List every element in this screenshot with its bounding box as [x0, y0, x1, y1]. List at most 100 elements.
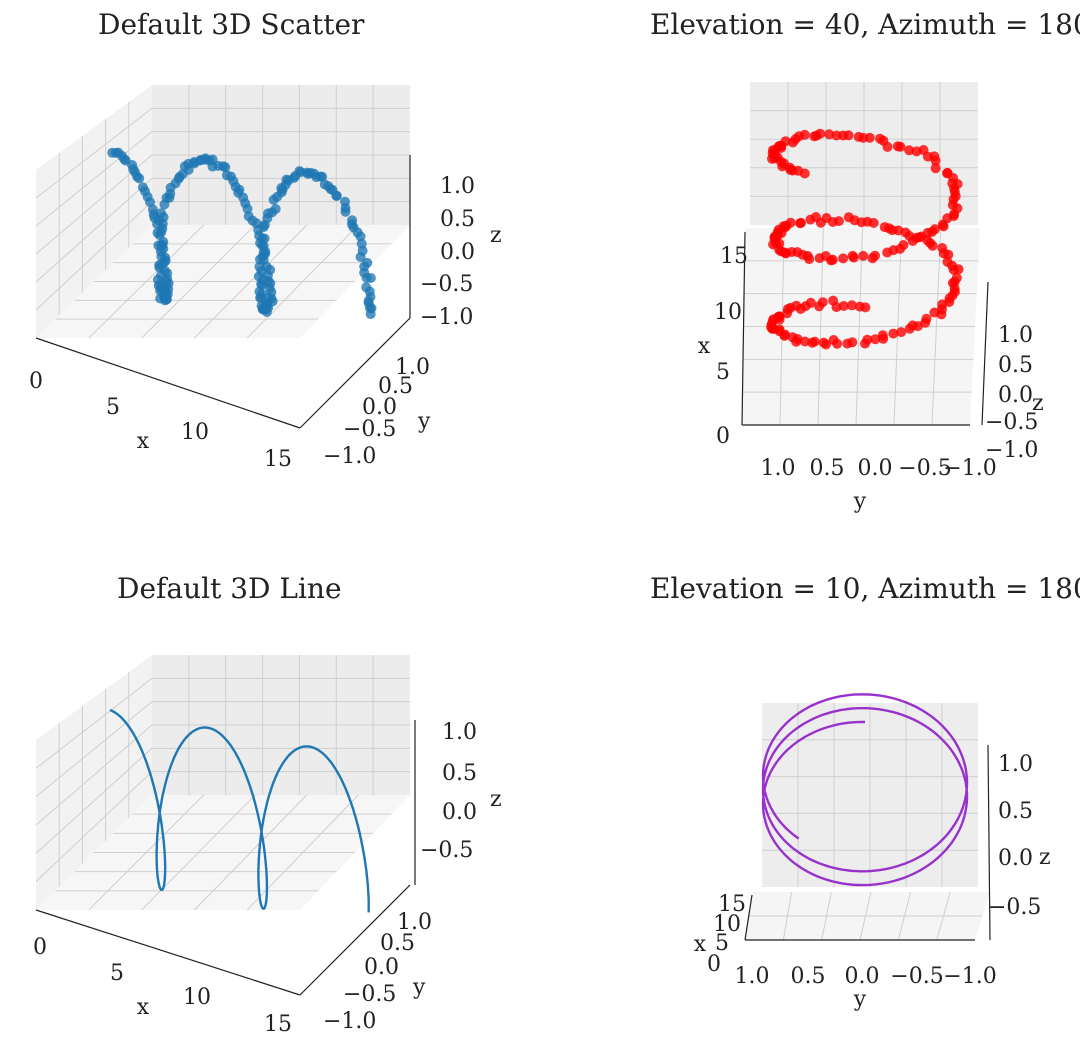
line-default-xtick: 15 [264, 1012, 292, 1037]
scatter-rotated-x-axis [741, 231, 746, 426]
line-default-wall-back [152, 655, 410, 795]
scatter-rotated-point [846, 300, 857, 311]
scatter-rotated-point [805, 214, 816, 225]
scatter-rotated-point [862, 334, 873, 345]
line-default-ylabel: y [412, 975, 426, 1000]
scatter-rotated-ytick: −0.5 [898, 456, 951, 481]
scatter-default-wall-left-gridline [35, 131, 153, 227]
scatter-default-point [207, 154, 218, 165]
line-default-wall-left-gridline [35, 724, 153, 826]
scatter-rotated-wall-back [750, 82, 978, 225]
scatter-default-wall-left-gridline [35, 201, 153, 311]
scatter-default-title: Default 3D Scatter [98, 8, 365, 41]
scatter-rotated-point [921, 313, 932, 324]
scatter-rotated-point [827, 254, 838, 265]
line-rotated-xlabel: x [694, 932, 707, 957]
scatter-rotated-ytick: 0.0 [858, 456, 893, 481]
scatter-default-wall-left-gridline [35, 177, 153, 283]
line-default-ztick: 0.5 [442, 761, 477, 786]
line-default-title: Default 3D Line [117, 572, 342, 605]
scatter-default-ztick: 0.0 [440, 240, 475, 265]
scatter-rotated-xtick: 15 [720, 244, 748, 269]
scatter-rotated-point [843, 212, 854, 223]
scatter-rotated-point [896, 327, 907, 338]
scatter-rotated-zlabel: z [1032, 391, 1044, 416]
scatter-rotated-point [904, 145, 915, 156]
scatter-rotated-point [875, 133, 885, 144]
line-default-ytick: 0.0 [364, 955, 399, 980]
line-rotated-ztick: 0.5 [998, 799, 1033, 824]
line-rotated-ytick: −0.5 [890, 964, 943, 989]
scatter-default-ylabel: y [417, 409, 431, 434]
scatter-rotated-xtick: 0 [716, 424, 730, 449]
scatter-default-point [258, 241, 269, 251]
scatter-rotated-z-axis [981, 281, 989, 426]
scatter-default-ytick: −0.5 [343, 417, 396, 442]
scatter-rotated-point [942, 256, 953, 267]
scatter-default-point [355, 252, 366, 262]
line-rotated-ytick: 0.5 [791, 964, 826, 989]
scatter-default-floor-gridline [88, 224, 204, 339]
scatter-rotated-point [847, 337, 858, 348]
scatter-rotated-ytick: −1.0 [943, 456, 996, 481]
scatter-default-ytick: 1.0 [395, 355, 430, 380]
scatter-default-zlabel: z [490, 223, 502, 248]
line-rotated-x-axis [744, 894, 753, 941]
scatter-rotated-ztick: 1.0 [998, 323, 1033, 348]
scatter-default-point [220, 162, 231, 173]
scatter-default-point [156, 270, 166, 281]
scatter-default-xtick: 0 [29, 369, 43, 394]
scatter-rotated-point [795, 218, 806, 229]
scatter-rotated-floor [742, 227, 980, 426]
line-default-wall-left-gridline [35, 677, 153, 769]
line-default-wall-left-gridline [35, 771, 153, 883]
scatter-default-ztick: 0.5 [440, 207, 475, 232]
scatter-default-point [156, 259, 167, 270]
scatter-default-point [340, 206, 351, 217]
scatter-rotated-point [821, 339, 831, 350]
scatter-default-wall-left-gridline [35, 107, 153, 199]
scatter-default-floor-gridline [141, 224, 256, 339]
scatter-rotated-point [888, 328, 899, 339]
scatter-default-wall-left [35, 85, 153, 338]
scatter-default-point [156, 240, 167, 251]
scatter-rotated-point [824, 129, 835, 140]
scatter-default-x-axis [35, 337, 301, 429]
scatter-rotated-xlabel: x [698, 334, 711, 359]
line-default-floor [36, 794, 410, 911]
scatter-rotated-point [877, 330, 888, 341]
scatter-rotated-points [766, 128, 964, 350]
scatter-rotated-point [930, 163, 941, 174]
line-default-x-axis [35, 909, 301, 996]
scatter-rotated-ztick: 0.0 [998, 383, 1033, 408]
line-rotated-title: Elevation = 10, Azimuth = 180 [650, 572, 1080, 605]
line-rotated-ztick: 0.0 [998, 846, 1033, 871]
line-default-ytick: 0.5 [380, 931, 415, 956]
scatter-rotated-point [870, 334, 881, 345]
scatter-rotated-ytick: 0.5 [810, 456, 845, 481]
line-rotated-ytick: 1.0 [735, 964, 770, 989]
scatter-rotated-ztick: −1.0 [985, 438, 1038, 463]
line-rotated-xtick: 5 [715, 931, 729, 956]
scatter-rotated-point [814, 301, 825, 312]
scatter-default-ytick: 0.0 [362, 395, 397, 420]
scatter-default-point [281, 174, 292, 185]
line-default-xtick: 0 [33, 935, 47, 960]
scatter-default-point [365, 273, 376, 283]
scatter-default-point [365, 309, 376, 320]
scatter-rotated-point [853, 131, 864, 142]
scatter-rotated-point [930, 224, 940, 235]
scatter-default-point [317, 171, 328, 182]
scatter-rotated-point [828, 295, 839, 306]
scatter-rotated-point [942, 168, 953, 179]
scatter-rotated-xtick: 5 [716, 360, 730, 385]
scatter-rotated-point [809, 336, 820, 347]
scatter-default-y-axis [299, 317, 411, 429]
line-default-xtick: 10 [183, 985, 211, 1010]
scatter-rotated-ytick: 1.0 [761, 456, 796, 481]
scatter-rotated-point [804, 254, 815, 265]
line-default-ytick: −0.5 [343, 982, 396, 1007]
scatter-rotated-point [780, 329, 790, 340]
